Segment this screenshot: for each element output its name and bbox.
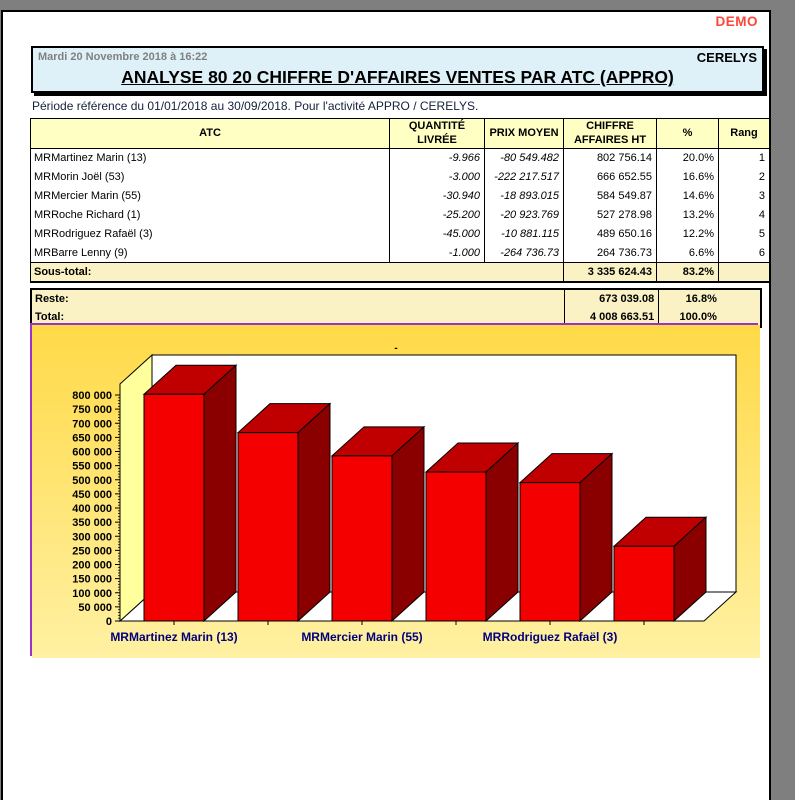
cell-revenue: 264 736.73 xyxy=(563,243,657,263)
cell-atc: MRRoche Richard (1) xyxy=(30,205,390,225)
cell-qty: -45.000 xyxy=(389,224,485,244)
cell-revenue: 666 652.55 xyxy=(563,167,657,187)
subtotal-row: Sous-total: 3 335 624.43 83.2% xyxy=(30,262,770,283)
svg-text:700 000: 700 000 xyxy=(72,418,112,430)
x-axis-label: MRMartinez Marin (13) xyxy=(110,630,237,644)
chart-title-mark: - xyxy=(394,343,397,354)
svg-text:400 000: 400 000 xyxy=(72,503,112,515)
subtotal-label: Sous-total: xyxy=(30,262,564,283)
cell-price: -10 881.115 xyxy=(484,224,564,244)
table-row: MRMercier Marin (55) -30.940 -18 893.015 58… xyxy=(30,186,770,206)
cell-atc: MRMartinez Marin (13) xyxy=(30,148,390,168)
cell-atc: MRMorin Joël (53) xyxy=(30,167,390,187)
svg-text:350 000: 350 000 xyxy=(72,517,112,529)
subtotal-pct: 83.2% xyxy=(656,262,719,283)
svg-text:50 000: 50 000 xyxy=(78,602,112,614)
cell-pct: 20.0% xyxy=(656,148,719,168)
cell-qty: -30.940 xyxy=(389,186,485,206)
svg-text:450 000: 450 000 xyxy=(72,489,112,501)
cell-atc: MRRodriguez Rafaël (3) xyxy=(30,224,390,244)
cell-pct: 6.6% xyxy=(656,243,719,263)
table-row: MRRodriguez Rafaël (3) -45.000 -10 881.115… xyxy=(30,224,770,244)
cell-revenue: 802 756.14 xyxy=(563,148,657,168)
svg-text:100 000: 100 000 xyxy=(72,588,112,600)
reste-label: Reste: xyxy=(31,289,565,308)
cell-qty: -3.000 xyxy=(389,167,485,187)
total-pct: 100.0% xyxy=(658,308,721,327)
cell-revenue: 584 549.87 xyxy=(563,186,657,206)
cell-atc: MRBarre Lenny (9) xyxy=(30,243,390,263)
cell-rank: 2 xyxy=(718,167,770,187)
table-row: MRMorin Joël (53) -3.000 -222 217.517 666 6… xyxy=(30,167,770,187)
cell-price: -20 923.769 xyxy=(484,205,564,225)
col-header-rang: Rang xyxy=(718,118,770,149)
table-row: MRRoche Richard (1) -25.200 -20 923.769 527… xyxy=(30,205,770,225)
cell-pct: 14.6% xyxy=(656,186,719,206)
total-revenue: 4 008 663.51 xyxy=(563,308,660,327)
report-date: Mardi 20 Novembre 2018 à 16:22 xyxy=(38,51,208,63)
cell-qty: -25.200 xyxy=(389,205,485,225)
cell-price: -80 549.482 xyxy=(484,148,564,168)
bar-chart-3d: 0 50 000 100 000 150 000 200 000 250 000 300 0… xyxy=(30,323,760,658)
subtotal-revenue: 3 335 624.43 xyxy=(563,262,657,283)
atc-table: ATC QUANTITÉ LIVRÉE PRIX MOYEN CHIFFRE AFF… xyxy=(30,118,770,283)
chart-plot-area: 0 50 000 100 000 150 000 200 000 250 000 300 0… xyxy=(72,343,738,644)
cell-pct: 16.6% xyxy=(656,167,719,187)
svg-text:200 000: 200 000 xyxy=(72,560,112,572)
reste-pct: 16.8% xyxy=(658,289,721,308)
svg-text:250 000: 250 000 xyxy=(72,545,112,557)
atc-table-body: MRMartinez Marin (13) -9.966 -80 549.482 80… xyxy=(30,148,770,263)
reste-revenue: 673 039.08 xyxy=(563,289,660,308)
svg-text:800 000: 800 000 xyxy=(72,390,112,402)
col-header-chiffre: CHIFFRE AFFAIRES HT xyxy=(563,118,657,149)
svg-text:550 000: 550 000 xyxy=(72,461,112,473)
cell-rank: 1 xyxy=(718,148,770,168)
cell-pct: 12.2% xyxy=(656,224,719,244)
cell-revenue: 527 278.98 xyxy=(563,205,657,225)
company-name: CERELYS xyxy=(696,50,757,65)
table-row: MRBarre Lenny (9) -1.000 -264 736.73 264 73… xyxy=(30,243,770,263)
table-row: MRMartinez Marin (13) -9.966 -80 549.482 80… xyxy=(30,148,770,168)
total-row: Total: 4 008 663.51 100.0% xyxy=(31,308,761,327)
report-header: Mardi 20 Novembre 2018 à 16:22 CERELYS A… xyxy=(31,46,764,93)
cell-qty: -9.966 xyxy=(389,148,485,168)
svg-text:300 000: 300 000 xyxy=(72,531,112,543)
cell-qty: -1.000 xyxy=(389,243,485,263)
cell-price: -264 736.73 xyxy=(484,243,564,263)
svg-text:650 000: 650 000 xyxy=(72,432,112,444)
svg-text:0: 0 xyxy=(106,616,112,628)
col-header-quantite: QUANTITÉ LIVRÉE xyxy=(389,118,485,149)
reste-row: Reste: 673 039.08 16.8% xyxy=(31,289,761,308)
demo-watermark: DEMO xyxy=(715,14,758,29)
svg-text:150 000: 150 000 xyxy=(72,574,112,586)
subtotal-rank-empty xyxy=(718,262,770,283)
x-axis-label: MRRodriguez Rafaël (3) xyxy=(483,630,618,644)
cell-price: -222 217.517 xyxy=(484,167,564,187)
period-subtitle: Période référence du 01/01/2018 au 30/09… xyxy=(32,99,479,113)
svg-text:500 000: 500 000 xyxy=(72,475,112,487)
x-axis-label: MRMercier Marin (55) xyxy=(301,630,422,644)
svg-text:600 000: 600 000 xyxy=(72,447,112,459)
cell-rank: 4 xyxy=(718,205,770,225)
table-header-row: ATC QUANTITÉ LIVRÉE PRIX MOYEN CHIFFRE AFF… xyxy=(30,118,770,149)
cell-pct: 13.2% xyxy=(656,205,719,225)
cell-rank: 5 xyxy=(718,224,770,244)
bar-chart-canvas: 0 50 000 100 000 150 000 200 000 250 000 300 0… xyxy=(32,325,760,658)
cell-price: -18 893.015 xyxy=(484,186,564,206)
cell-atc: MRMercier Marin (55) xyxy=(30,186,390,206)
col-header-prix-moyen: PRIX MOYEN xyxy=(484,118,564,149)
report-title: ANALYSE 80 20 CHIFFRE D'AFFAIRES VENTES … xyxy=(121,67,674,87)
cell-rank: 6 xyxy=(718,243,770,263)
totals-table: Reste: 673 039.08 16.8% Total: 4 008 663… xyxy=(30,288,762,328)
total-label: Total: xyxy=(31,308,565,327)
col-header-atc: ATC xyxy=(30,118,390,149)
svg-text:750 000: 750 000 xyxy=(72,404,112,416)
cell-revenue: 489 650.16 xyxy=(563,224,657,244)
report-page: DEMO Mardi 20 Novembre 2018 à 16:22 CERE… xyxy=(1,10,771,800)
cell-rank: 3 xyxy=(718,186,770,206)
col-header-pct: % xyxy=(656,118,719,149)
